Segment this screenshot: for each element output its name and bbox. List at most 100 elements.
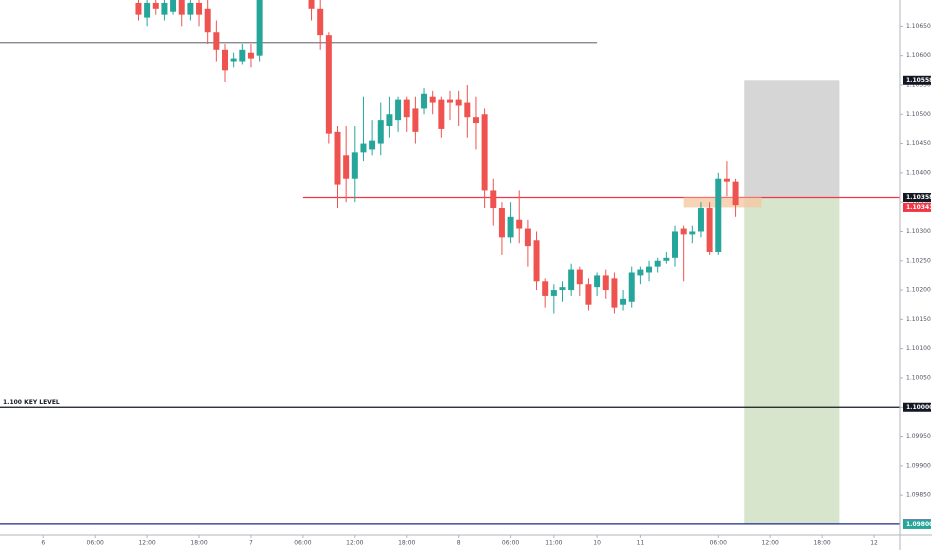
y-tick-label: 1.10300	[906, 228, 931, 235]
candle-body	[585, 284, 592, 305]
candle-body	[196, 2, 203, 15]
candle-body	[568, 269, 575, 291]
candle-body	[308, 0, 315, 9]
candle-body	[438, 99, 445, 129]
candle-body	[637, 269, 644, 276]
annotation: 1.100 KEY LEVEL	[3, 399, 60, 406]
price-label: 1.10558	[906, 77, 932, 84]
candle-body	[646, 266, 653, 273]
candle-body	[715, 178, 722, 252]
candle-body	[135, 2, 142, 15]
candle-body	[325, 35, 332, 134]
entry-zone	[683, 197, 762, 208]
candle-body	[533, 240, 540, 282]
y-tick-label: 1.10250	[906, 257, 931, 264]
candle-body	[447, 99, 453, 103]
candle-body	[620, 298, 627, 305]
y-tick-label: 1.10150	[906, 316, 931, 323]
price-label: 1.10341	[906, 204, 932, 211]
price-label-box	[903, 519, 931, 529]
candle-body	[395, 99, 402, 121]
x-tick-label: 12:00	[138, 540, 155, 547]
price-label: 1.10358	[906, 194, 932, 201]
y-tick-label: 1.09900	[906, 462, 931, 469]
x-tick-label: 6	[41, 540, 45, 547]
y-tick-label: 1.10550	[906, 81, 931, 88]
x-tick-label: 06:00	[87, 540, 104, 547]
y-tick-label: 1.10050	[906, 374, 931, 381]
candle-body	[472, 117, 479, 124]
candle-body	[490, 190, 497, 209]
candle-body	[360, 143, 367, 153]
candle-body	[689, 231, 696, 235]
x-tick-label: 06:00	[710, 540, 727, 547]
x-tick-label: 10	[593, 540, 601, 547]
x-tick-label: 8	[457, 540, 461, 547]
y-tick-label: 1.09850	[906, 492, 931, 499]
candle-body	[602, 275, 609, 291]
candle-body	[550, 290, 557, 296]
x-tick-label: 12	[870, 540, 878, 547]
x-tick-label: 11:00	[545, 540, 562, 547]
candle-body	[178, 0, 185, 15]
candle-body	[680, 228, 687, 235]
candle-body	[481, 114, 488, 191]
y-tick-label: 1.10650	[906, 23, 931, 30]
candle-body	[161, 2, 168, 15]
candle-body	[628, 272, 635, 302]
candle-body	[213, 32, 220, 50]
candle-body	[256, 0, 263, 56]
candle-body	[317, 8, 324, 36]
candle-body	[576, 269, 583, 285]
candle-body	[654, 260, 661, 267]
price-label: 1.10000	[906, 404, 932, 411]
candle-body	[204, 8, 211, 33]
candle-body	[455, 99, 462, 106]
candle-body	[672, 231, 678, 258]
candle-body	[611, 278, 618, 308]
reward-area	[744, 197, 840, 524]
y-tick-label: 1.10350	[906, 199, 931, 206]
candle-body	[429, 96, 436, 103]
candle-body	[239, 49, 246, 62]
y-tick-label: 1.10600	[906, 52, 931, 59]
candle-body	[559, 287, 566, 291]
x-tick-label: 18:00	[398, 540, 415, 547]
candle-body	[723, 178, 730, 182]
x-tick-label: 06:00	[294, 540, 311, 547]
candle-body	[369, 140, 376, 150]
x-tick-label: 12:00	[762, 540, 779, 547]
x-tick-label: 18:00	[190, 540, 207, 547]
x-tick-label: 12:00	[346, 540, 363, 547]
candle-body	[732, 181, 739, 206]
candle-body	[170, 0, 177, 12]
candle-body	[706, 208, 713, 252]
candle-body	[247, 52, 254, 59]
candle-body	[351, 152, 358, 179]
candle-body	[524, 228, 531, 247]
candle-body	[542, 281, 549, 296]
candle-body	[412, 108, 419, 132]
y-tick-label: 1.09950	[906, 433, 931, 440]
y-tick-label: 1.10200	[906, 287, 931, 294]
price-label-box	[903, 75, 931, 85]
candle-body	[187, 2, 194, 15]
candle-body	[343, 155, 350, 179]
candle-body	[507, 216, 514, 238]
y-tick-label: 1.10450	[906, 140, 931, 147]
candle-body	[697, 208, 704, 232]
candle-body	[464, 102, 471, 118]
candle-body	[222, 49, 228, 71]
x-tick-label: 7	[249, 540, 253, 547]
candle-body	[516, 219, 523, 229]
price-label-box	[903, 402, 931, 412]
candle-body	[498, 208, 505, 238]
x-tick-label: 11	[637, 540, 645, 547]
x-axis-bg	[0, 535, 932, 550]
candle-body	[386, 114, 393, 126]
candle-body	[334, 131, 341, 185]
candle-body	[230, 58, 237, 62]
candle-body	[152, 2, 159, 9]
